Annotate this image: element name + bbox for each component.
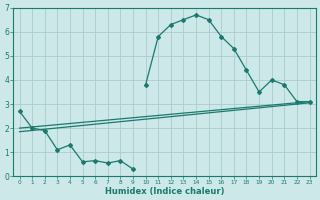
X-axis label: Humidex (Indice chaleur): Humidex (Indice chaleur) (105, 187, 224, 196)
